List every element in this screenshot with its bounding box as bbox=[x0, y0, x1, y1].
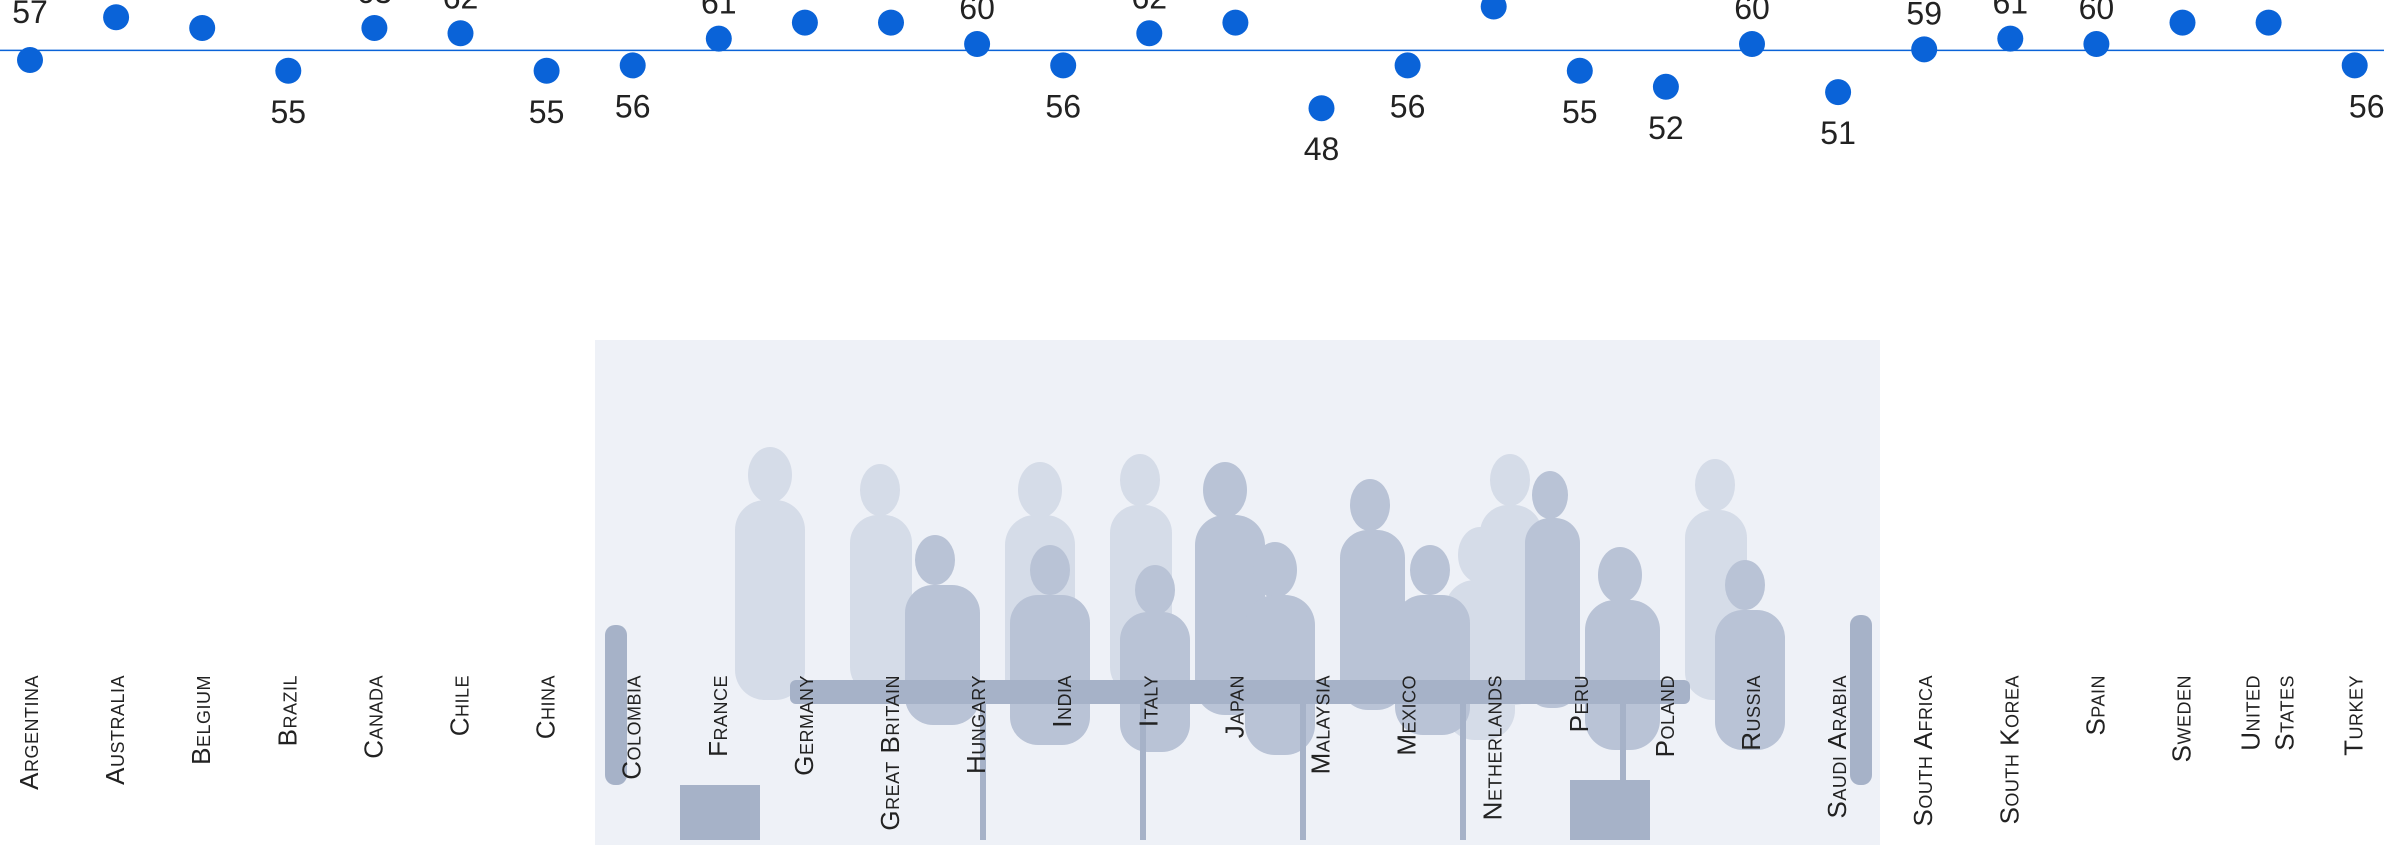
data-point-hungary bbox=[964, 31, 991, 57]
value-label: 52 bbox=[1648, 110, 1684, 146]
chart-marks: 57Argentina65Australia63Belgium55Brazil6… bbox=[12, 0, 2384, 831]
data-point-south-africa bbox=[1911, 36, 1938, 63]
data-point-russia bbox=[1739, 31, 1765, 57]
value-label: 55 bbox=[529, 94, 565, 130]
value-label: 63 bbox=[357, 0, 393, 10]
data-point-japan bbox=[1222, 9, 1249, 36]
data-point-poland bbox=[1652, 73, 1679, 100]
value-label: 64 bbox=[2165, 0, 2201, 5]
value-label: 56 bbox=[615, 88, 651, 124]
data-point-united-states bbox=[2255, 9, 2282, 36]
category-label: Saudi Arabia bbox=[1822, 675, 1852, 819]
data-point-australia bbox=[103, 4, 130, 31]
value-label: 48 bbox=[1304, 131, 1340, 167]
value-label: 51 bbox=[1820, 115, 1856, 151]
data-point-malaysia bbox=[1308, 95, 1335, 122]
category-label: Great Britain bbox=[875, 675, 905, 831]
data-point-italy bbox=[1136, 20, 1163, 47]
category-label: Sweden bbox=[2167, 675, 2197, 762]
data-point-colombia bbox=[619, 52, 646, 79]
data-point-india bbox=[1050, 52, 1077, 79]
data-point-canada bbox=[361, 14, 388, 41]
value-label: 59 bbox=[1906, 0, 1942, 31]
data-point-france bbox=[705, 25, 732, 52]
category-label: China bbox=[531, 675, 561, 739]
data-point-turkey bbox=[2341, 52, 2368, 79]
value-label: 62 bbox=[1132, 0, 1168, 15]
data-point-brazil bbox=[275, 57, 302, 84]
value-label: 63 bbox=[204, 0, 240, 1]
value-label: 55 bbox=[1562, 94, 1598, 130]
value-label: 57 bbox=[12, 0, 48, 30]
value-label: 62 bbox=[443, 0, 479, 15]
value-label: 60 bbox=[1734, 0, 1770, 26]
value-label: 64 bbox=[2251, 0, 2287, 5]
value-label: 55 bbox=[271, 94, 307, 130]
value-label: 64 bbox=[873, 0, 909, 5]
category-label: Turkey bbox=[2339, 675, 2369, 756]
category-label: States bbox=[2270, 675, 2300, 751]
category-label: Argentina bbox=[14, 675, 44, 790]
category-label: Italy bbox=[1133, 675, 1163, 727]
category-label: Netherlands bbox=[1478, 675, 1508, 820]
value-label: 56 bbox=[1390, 88, 1426, 124]
category-label: Peru bbox=[1564, 675, 1594, 732]
value-label: 60 bbox=[2079, 0, 2115, 26]
category-label: Australia bbox=[100, 675, 130, 785]
category-label: Hungary bbox=[961, 675, 991, 774]
category-label: Belgium bbox=[186, 675, 216, 765]
category-label: France bbox=[703, 675, 733, 757]
category-label: Spain bbox=[2080, 675, 2110, 736]
data-point-south-korea bbox=[1997, 25, 2024, 52]
category-label: Japan bbox=[1219, 675, 1249, 738]
value-label: 60 bbox=[959, 0, 995, 26]
category-label: Germany bbox=[789, 675, 819, 776]
category-label: Chile bbox=[445, 675, 475, 736]
data-point-chile bbox=[447, 20, 474, 47]
meeting-background-image bbox=[595, 340, 1880, 845]
category-label: United bbox=[2236, 675, 2266, 751]
category-label: Mexico bbox=[1392, 675, 1422, 756]
category-label: Malaysia bbox=[1306, 675, 1336, 774]
data-point-spain bbox=[2083, 31, 2110, 57]
value-label: 64 bbox=[787, 0, 823, 5]
category-label: Poland bbox=[1650, 675, 1680, 757]
data-point-mexico bbox=[1394, 52, 1421, 79]
data-point-sweden bbox=[2169, 9, 2196, 36]
value-label: 56 bbox=[1045, 88, 1081, 124]
data-point-belgium bbox=[189, 14, 216, 41]
value-label: 56 bbox=[2349, 88, 2384, 124]
category-label: South Korea bbox=[1994, 675, 2024, 824]
category-label: India bbox=[1047, 675, 1077, 728]
data-point-saudi-arabia bbox=[1825, 79, 1852, 106]
category-label: South Africa bbox=[1908, 675, 1938, 826]
data-point-argentina bbox=[17, 47, 43, 74]
value-label: 64 bbox=[1218, 0, 1254, 5]
data-point-china bbox=[533, 57, 560, 84]
data-point-peru bbox=[1566, 57, 1593, 84]
value-label: 61 bbox=[701, 0, 737, 21]
category-label: Canada bbox=[358, 675, 388, 759]
category-label: Brazil bbox=[272, 675, 302, 746]
category-label: Russia bbox=[1736, 675, 1766, 751]
data-point-germany bbox=[791, 9, 818, 36]
data-point-great-britain bbox=[878, 9, 904, 36]
data-point-netherlands bbox=[1480, 0, 1507, 20]
value-label: 61 bbox=[1993, 0, 2029, 21]
category-label: Colombia bbox=[617, 675, 647, 780]
